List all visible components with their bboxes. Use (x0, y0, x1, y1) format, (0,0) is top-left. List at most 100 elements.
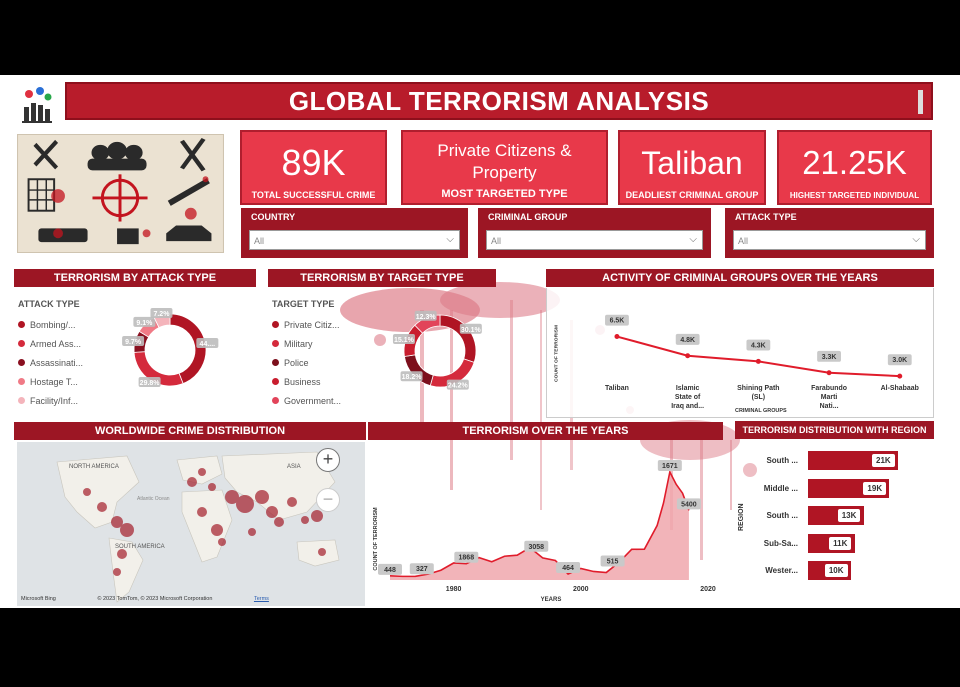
kpi-label: TOTAL SUCCESSFUL CRIME (251, 190, 376, 200)
region-bar-chart[interactable]: South ... 21K Middle ... 19K South ... 13K Sub… (738, 451, 934, 591)
groups-point[interactable] (755, 358, 761, 364)
page-title: GLOBAL TERRORISM ANALYSIS (288, 85, 710, 116)
target-type-donut[interactable]: 30.1% 24.2% 18.2% 15.1% 12.3% (378, 295, 498, 395)
kpi-label: DEADLIEST CRIMINAL GROUP (625, 190, 759, 200)
legend-item[interactable]: Bombing/... (18, 315, 113, 334)
svg-text:7.2%: 7.2% (153, 311, 170, 318)
legend-item[interactable]: Government... (272, 391, 367, 410)
groups-point[interactable] (685, 353, 691, 359)
svg-text:4.8K: 4.8K (680, 337, 695, 344)
legend-item[interactable]: Police (272, 353, 367, 372)
attack-type-dropdown[interactable]: All ⌵ (733, 230, 926, 250)
years-x-tick: 1980 (446, 586, 462, 593)
filter-criminal-group: CRIMINAL GROUP All ⌵ (478, 208, 711, 258)
groups-data-label: 4.8K (675, 333, 700, 345)
map-terms-link[interactable]: Terms (253, 596, 269, 602)
map-label-south-america: SOUTH AMERICA (115, 544, 165, 550)
legend-item[interactable]: Business (272, 372, 367, 391)
donut-slice[interactable] (169, 313, 207, 385)
filter-label: ATTACK TYPE (735, 212, 797, 222)
legend-dot (18, 397, 25, 404)
region-data-label: 19K (863, 481, 887, 495)
region-bar-row[interactable]: South ... 21K (738, 451, 934, 470)
legend-dot (18, 321, 25, 328)
legend-label: Armed Ass... (30, 338, 82, 349)
groups-point[interactable] (826, 370, 832, 376)
region-data-label: 10K (824, 564, 848, 577)
legend-label: Bombing/... (30, 319, 76, 330)
groups-data-label: 3.0K (887, 354, 912, 366)
criminal-groups-header: ACTIVITY OF CRIMINAL GROUPS OVER THE YEA… (546, 269, 934, 287)
svg-text:29.8%: 29.8% (140, 380, 161, 387)
filter-label: COUNTRY (251, 212, 296, 222)
groups-ylabel: COUNT OF TERRORISM (553, 325, 559, 382)
donut-data-label: 18.2% (400, 371, 423, 382)
svg-text:9.1%: 9.1% (136, 320, 153, 327)
kpi-value: 89K (281, 142, 346, 183)
map-canvas: NORTH AMERICA SOUTH AMERICA ASIA Atlanti… (56, 451, 340, 603)
svg-text:3.3K: 3.3K (822, 354, 837, 361)
years-data-label: 3058 (524, 540, 549, 552)
legend-item[interactable]: Hostage T... (18, 372, 113, 391)
legend-items: Bombing/... Armed Ass... Assassinati... Hos… (18, 315, 113, 410)
svg-text:448: 448 (384, 567, 396, 574)
zoom-out-button[interactable]: − (316, 488, 340, 512)
legend-label: Police (284, 357, 309, 368)
country-dropdown[interactable]: All ⌵ (249, 230, 460, 250)
legend-items: Private Citiz... Military Police Business Go… (272, 315, 367, 410)
region-data-label: 13K (837, 509, 861, 522)
zoom-in-button[interactable]: + (316, 448, 340, 472)
legend-title: ATTACK TYPE (18, 299, 80, 309)
legend-item[interactable]: Assassinati... (18, 353, 113, 372)
region-bar-row[interactable]: Wester... 10K (738, 561, 934, 580)
donut-data-label: 12.3% (414, 310, 437, 321)
groups-point[interactable] (897, 373, 903, 379)
years-data-label: 1671 (657, 460, 682, 472)
terrorism-over-years-chart[interactable]: COUNT OF TERRORISM 448 327 1868 3058 464 515 16… (368, 443, 723, 605)
legend-item[interactable]: Military (272, 334, 367, 353)
filter-country: COUNTRY All ⌵ (241, 208, 468, 258)
legend-item[interactable]: Armed Ass... (18, 334, 113, 353)
kpi-card-total-crime: 89K TOTAL SUCCESSFUL CRIME (240, 130, 387, 205)
filter-attack-type: ATTACK TYPE All ⌵ (725, 208, 934, 258)
donut-data-label: 30.1% (459, 323, 482, 334)
kpi-card-highest-targeted: 21.25K HIGHEST TARGETED INDIVIDUAL (777, 130, 932, 205)
svg-text:1868: 1868 (459, 555, 475, 562)
kpi-label: MOST TARGETED TYPE (441, 188, 568, 200)
legend-item[interactable]: Private Citiz... (272, 315, 367, 334)
legend-dot (272, 340, 279, 347)
bing-logo: Microsoft Bing (21, 596, 56, 602)
map-label-asia: ASIA (287, 464, 301, 470)
attack-type-donut[interactable]: 44.... 29.8% 9.7% 9.1%7.2% (112, 295, 232, 395)
groups-point[interactable] (614, 334, 620, 340)
groups-category-label: Al-Shabaab (881, 385, 919, 392)
kpi-value: Private Citizens & Property (437, 141, 572, 182)
filter-label: CRIMINAL GROUP (488, 212, 568, 222)
region-bar-row[interactable]: South ... 13K (738, 506, 934, 525)
criminal-groups-line-chart[interactable]: COUNT OF TERRORISM 6.5K Taliban 4.8K Islamic… (546, 288, 934, 418)
map-footer: Microsoft Bing © 2023 TomTom, © 2023 Mic… (21, 596, 269, 602)
legend-label: Military (284, 338, 313, 349)
legend-label: Private Citiz... (284, 319, 340, 330)
dropdown-value: All (738, 236, 749, 246)
region-bar-row[interactable]: Sub-Sa... 11K (738, 533, 934, 553)
dropdown-value: All (491, 236, 502, 246)
scrollbar-thumb[interactable] (918, 90, 923, 114)
years-data-label: 464 (556, 562, 581, 574)
years-data-label: 1868 (454, 551, 479, 563)
svg-text:4.3K: 4.3K (751, 343, 766, 350)
donut-slice[interactable] (439, 314, 477, 363)
years-data-label: 515 (600, 555, 625, 567)
region-category-label: Sub-Sa... (763, 538, 798, 548)
criminal-group-dropdown[interactable]: All ⌵ (486, 230, 703, 250)
kpi-card-most-targeted-type: Private Citizens & Property MOST TARGETE… (401, 130, 608, 205)
world-map[interactable]: NORTH AMERICA SOUTH AMERICA ASIA Atlanti… (17, 442, 365, 606)
legend-item[interactable]: Facility/Inf... (18, 391, 113, 410)
chevron-down-icon: ⌵ (446, 234, 454, 245)
years-data-label: 5400 (676, 498, 701, 510)
years-area (390, 472, 689, 580)
region-bar-row[interactable]: Middle ... 19K (738, 478, 934, 498)
legend-label: Facility/Inf... (30, 395, 79, 406)
hero-illustration (17, 134, 224, 253)
legend-dot (272, 359, 279, 366)
